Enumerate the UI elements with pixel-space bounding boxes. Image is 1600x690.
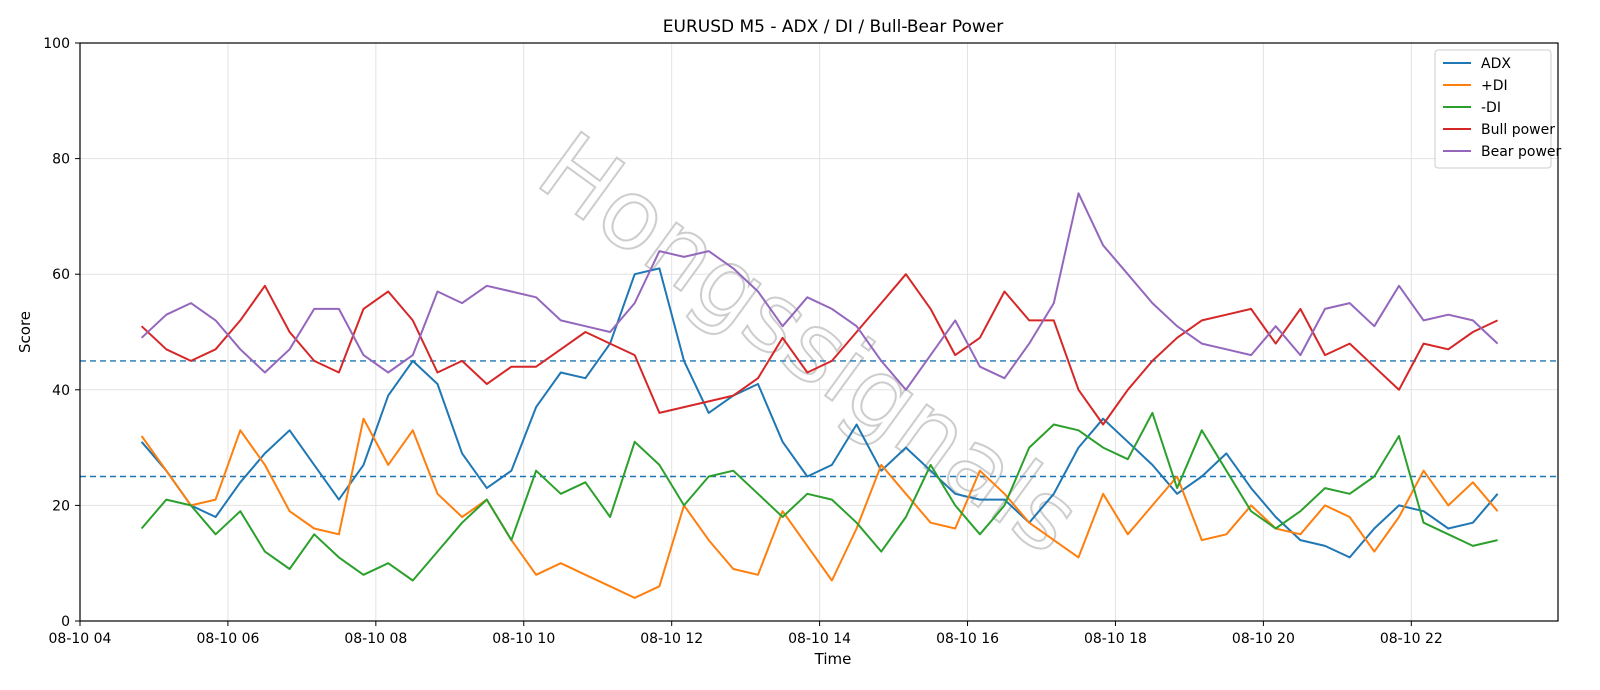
x-tick-label: 08-10 18: [1084, 631, 1147, 647]
legend-box: [1434, 49, 1552, 169]
x-axis-label: Time: [814, 650, 852, 668]
y-axis: 0 20 40 60 80 100: [43, 36, 80, 630]
x-tick-label: 08-10 08: [344, 631, 407, 647]
legend-label: -DI: [1481, 100, 1501, 116]
y-tick-label: 80: [52, 152, 70, 168]
x-tick-label: 08-10 12: [640, 631, 703, 647]
series-line-bull-power: [140, 273, 1499, 426]
y-tick-label: 60: [52, 267, 70, 283]
legend-label: Bear power: [1481, 144, 1562, 160]
series-line-adx: [140, 267, 1499, 559]
y-tick-label: 100: [43, 36, 70, 52]
x-tick-label: 08-10 20: [1232, 631, 1295, 647]
y-axis-label: Score: [16, 311, 34, 353]
legend-label: +DI: [1481, 78, 1508, 94]
legend-label: ADX: [1481, 56, 1511, 72]
x-tick-label: 08-10 10: [492, 631, 555, 647]
y-tick-label: 0: [61, 614, 70, 630]
chart-title: EURUSD M5 - ADX / DI / Bull-Bear Power: [663, 17, 1003, 37]
reference-lines: [80, 360, 1558, 478]
x-axis: 08-10 04 08-10 06 08-10 08 08-10 10 08-10 12…: [49, 621, 1443, 647]
series-lines: [140, 192, 1499, 599]
x-tick-label: 08-10 14: [788, 631, 851, 647]
plot-frame: [79, 42, 1559, 622]
legend-label: Bull power: [1481, 122, 1555, 138]
series-line-bear-power: [140, 192, 1499, 391]
x-tick-label: 08-10 06: [196, 631, 259, 647]
x-tick-label: 08-10 04: [49, 631, 112, 647]
legend: ADX +DI -DI Bull power Bear power: [1434, 49, 1562, 169]
y-tick-label: 40: [52, 383, 70, 399]
series-line-di: [140, 411, 1498, 582]
x-tick-label: 08-10 16: [936, 631, 999, 647]
x-tick-label: 08-10 22: [1380, 631, 1443, 647]
y-tick-label: 20: [52, 498, 70, 514]
